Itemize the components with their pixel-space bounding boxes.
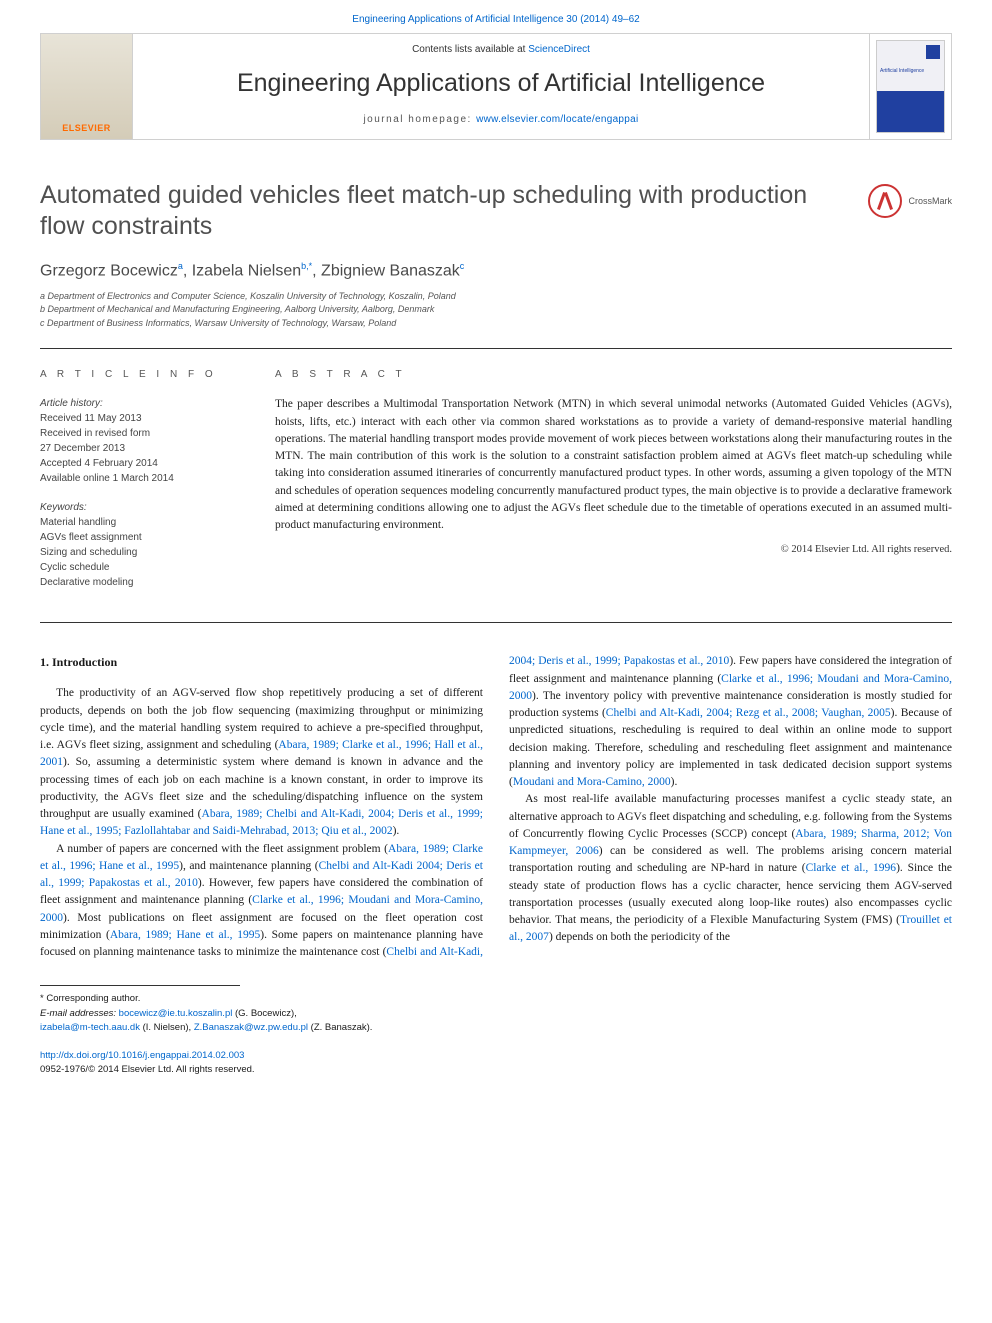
author-3-affil[interactable]: c [460, 261, 465, 271]
keyword: Declarative modeling [40, 575, 245, 590]
elsevier-logo: ELSEVIER [62, 123, 111, 133]
homepage-link[interactable]: www.elsevier.com/locate/engappai [476, 114, 638, 125]
para-1: The productivity of an AGV-served flow s… [40, 685, 483, 840]
history-line: 27 December 2013 [40, 441, 245, 456]
history-label: Article history: [40, 396, 245, 411]
meta-abstract-row: A R T I C L E I N F O Article history: R… [40, 349, 952, 604]
corresponding-author: * Corresponding author. [40, 992, 240, 1006]
citation-link[interactable]: Moudani and Mora-Camino, 2000 [513, 776, 671, 788]
doi-link[interactable]: http://dx.doi.org/10.1016/j.engappai.201… [40, 1050, 244, 1061]
abstract-text: The paper describes a Multimodal Transpo… [275, 396, 952, 534]
email-link[interactable]: Z.Banaszak@wz.pw.edu.pl [194, 1022, 308, 1033]
authors-line: Grzegorz Bocewicza, Izabela Nielsenb,*, … [40, 261, 952, 280]
keyword: Cyclic schedule [40, 560, 245, 575]
body-columns: 1. Introduction The productivity of an A… [40, 653, 952, 961]
footnotes-rule: * Corresponding author. [40, 985, 240, 1006]
elsevier-tree-image: ELSEVIER [41, 34, 133, 139]
p1-post: ). [393, 825, 400, 837]
citation-link[interactable]: Clarke et al., 1996 [806, 862, 896, 874]
author-2-affil[interactable]: b,* [301, 261, 312, 271]
keywords-label: Keywords: [40, 500, 245, 515]
history-line: Received 11 May 2013 [40, 411, 245, 426]
para-3: As most real-life available manufacturin… [509, 791, 952, 946]
author-2: Izabela Nielsen [192, 262, 301, 279]
keyword: Material handling [40, 515, 245, 530]
p2-post: ). [671, 776, 678, 788]
abstract-column: A B S T R A C T The paper describes a Mu… [275, 369, 952, 604]
p2-pre: A number of papers are concerned with th… [56, 843, 388, 855]
email-link[interactable]: bocewicz@ie.tu.koszalin.pl [119, 1008, 233, 1019]
article-identifiers: http://dx.doi.org/10.1016/j.engappai.201… [40, 1049, 952, 1078]
affiliations: a Department of Electronics and Computer… [40, 290, 952, 331]
section-heading: 1. Introduction [40, 653, 483, 671]
citation-link[interactable]: Chelbi and Alt-Kadi, 2004; Rezg et al., … [606, 707, 891, 719]
email-link[interactable]: izabela@m-tech.aau.dk [40, 1022, 140, 1033]
homepage-prefix: journal homepage: [363, 114, 476, 125]
citation-link[interactable]: Abara, 1989; Hane et al., 1995 [110, 929, 260, 941]
homepage-line: journal homepage: www.elsevier.com/locat… [151, 114, 851, 125]
journal-header-center: Contents lists available at ScienceDirec… [133, 34, 869, 139]
article-info-label: A R T I C L E I N F O [40, 369, 245, 380]
journal-cover-thumbnail: Artificial Intelligence [869, 34, 951, 139]
author-1: Grzegorz Bocewicz [40, 262, 178, 279]
affiliation-c: c Department of Business Informatics, Wa… [40, 317, 952, 331]
sciencedirect-link[interactable]: ScienceDirect [528, 44, 590, 55]
p3-post: ) depends on both the periodicity of the [549, 931, 730, 943]
crossmark-label: CrossMark [908, 196, 952, 206]
affiliation-a: a Department of Electronics and Computer… [40, 290, 952, 304]
abstract-label: A B S T R A C T [275, 369, 952, 380]
email-label: E-mail addresses: [40, 1008, 119, 1019]
top-citation-link[interactable]: Engineering Applications of Artificial I… [352, 14, 639, 25]
history-line: Available online 1 March 2014 [40, 471, 245, 486]
crossmark-icon [868, 184, 902, 218]
footnotes-body: E-mail addresses: bocewicz@ie.tu.koszali… [40, 1007, 952, 1036]
cover-mini: Artificial Intelligence [876, 40, 945, 133]
author-sep-1: , [183, 262, 192, 279]
history-line: Accepted 4 February 2014 [40, 456, 245, 471]
author-sep-2: , [312, 262, 321, 279]
keywords-block: Keywords: Material handling AGVs fleet a… [40, 500, 245, 590]
journal-header: ELSEVIER Contents lists available at Sci… [40, 33, 952, 140]
article-history: Article history: Received 11 May 2013 Re… [40, 396, 245, 486]
contents-prefix: Contents lists available at [412, 44, 528, 55]
affiliation-b: b Department of Mechanical and Manufactu… [40, 303, 952, 317]
article-info-column: A R T I C L E I N F O Article history: R… [40, 369, 245, 604]
divider-2 [40, 622, 952, 623]
keyword: Sizing and scheduling [40, 545, 245, 560]
article-head: CrossMark Automated guided vehicles flee… [40, 180, 952, 243]
article-title: Automated guided vehicles fleet match-up… [40, 180, 952, 243]
crossmark-badge[interactable]: CrossMark [868, 184, 952, 218]
email-name-1: (G. Bocewicz), [232, 1008, 296, 1019]
cover-mini-text: Artificial Intelligence [880, 69, 941, 75]
history-line: Received in revised form [40, 426, 245, 441]
keyword: AGVs fleet assignment [40, 530, 245, 545]
issn: 0952-1976/ [40, 1064, 88, 1075]
bottom-copyright: © 2014 Elsevier Ltd. All rights reserved… [88, 1064, 254, 1075]
journal-title: Engineering Applications of Artificial I… [151, 69, 851, 98]
email-name-2: (I. Nielsen), [140, 1022, 194, 1033]
email-name-3: (Z. Banaszak). [308, 1022, 372, 1033]
abstract-copyright: © 2014 Elsevier Ltd. All rights reserved… [275, 544, 952, 555]
p2-mid1: ), and maintenance planning ( [179, 860, 318, 872]
contents-line: Contents lists available at ScienceDirec… [151, 44, 851, 55]
top-citation: Engineering Applications of Artificial I… [0, 0, 992, 33]
author-3: Zbigniew Banaszak [321, 262, 460, 279]
